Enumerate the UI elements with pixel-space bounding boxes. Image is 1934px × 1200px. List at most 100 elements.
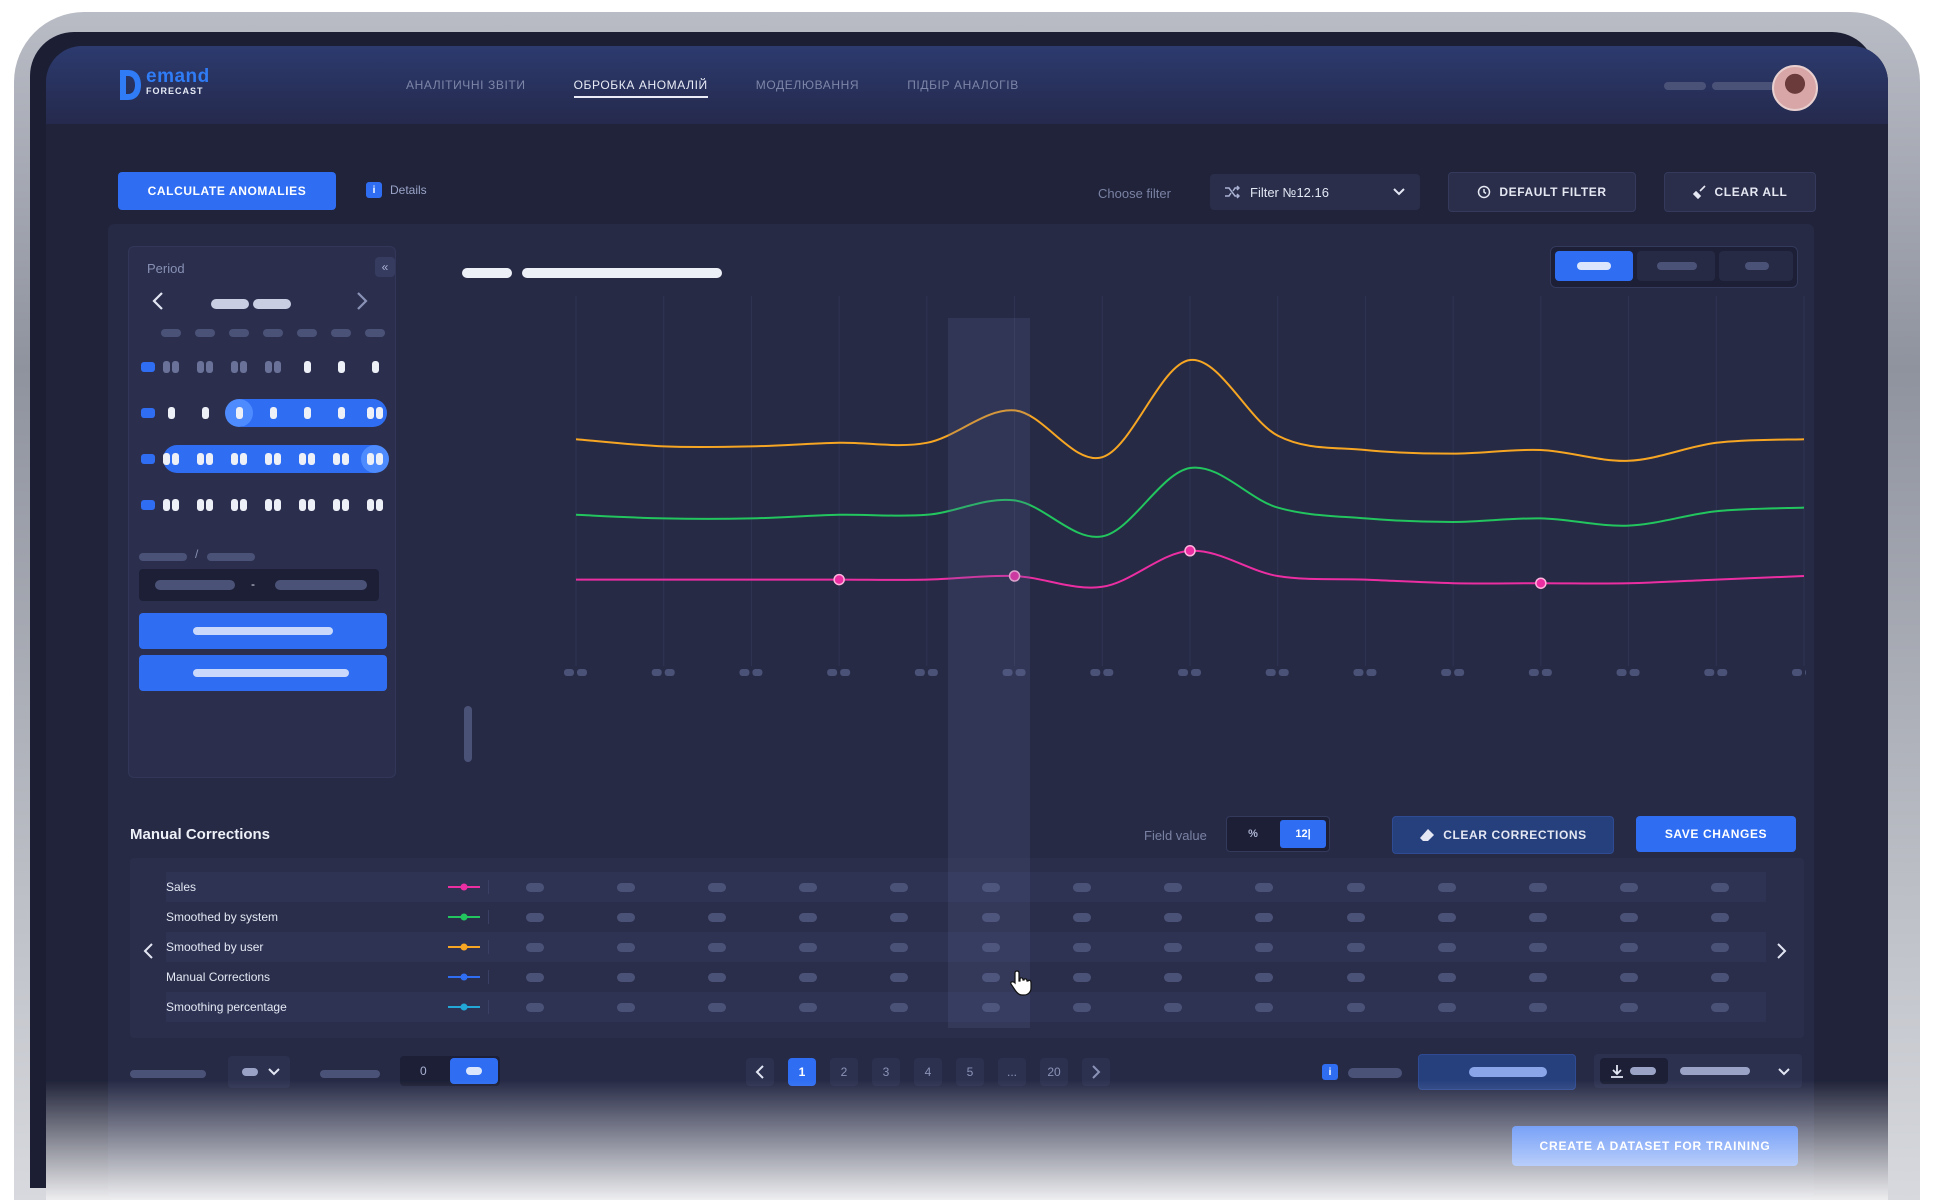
day-cell[interactable]: [163, 453, 170, 465]
period-option-3[interactable]: [1719, 251, 1793, 281]
day-cell[interactable]: [333, 453, 340, 465]
info-icon[interactable]: i: [1322, 1064, 1338, 1080]
table-cell[interactable]: [763, 912, 854, 922]
page-button-5[interactable]: 5: [956, 1058, 984, 1086]
day-cell[interactable]: [308, 499, 315, 511]
day-cell[interactable]: [342, 453, 349, 465]
day-cell[interactable]: [367, 453, 374, 465]
prev-month-icon[interactable]: [151, 291, 165, 311]
filter-select[interactable]: Filter №12.16: [1210, 174, 1420, 210]
chart-period-toggle[interactable]: [1550, 246, 1798, 288]
day-cell[interactable]: [206, 499, 213, 511]
table-row-manual-corrections[interactable]: Manual Corrections: [166, 962, 1766, 992]
table-cell[interactable]: [945, 972, 1036, 982]
series-line-0[interactable]: [575, 358, 1805, 462]
table-cell[interactable]: [1310, 882, 1401, 892]
collapse-icon[interactable]: «: [375, 257, 395, 277]
day-cell[interactable]: [240, 453, 247, 465]
page-button-4[interactable]: 4: [914, 1058, 942, 1086]
table-cell[interactable]: [1492, 882, 1583, 892]
calendar-grid[interactable]: [129, 317, 395, 557]
calculate-anomalies-button[interactable]: CALCULATE ANOMALIES: [118, 172, 336, 210]
table-cell[interactable]: [1492, 912, 1583, 922]
table-cell[interactable]: [671, 912, 762, 922]
table-cell[interactable]: [1675, 972, 1766, 982]
table-cell[interactable]: [945, 942, 1036, 952]
date-range-input[interactable]: -: [139, 569, 379, 601]
table-cell[interactable]: [489, 912, 580, 922]
table-cell[interactable]: [1036, 1002, 1127, 1012]
day-cell[interactable]: [240, 499, 247, 511]
table-cell[interactable]: [1584, 942, 1675, 952]
line-chart[interactable]: [446, 246, 1806, 826]
table-cell[interactable]: [489, 942, 580, 952]
table-cell[interactable]: [1219, 912, 1310, 922]
rows-per-page-select[interactable]: [228, 1056, 290, 1088]
day-cell[interactable]: [168, 407, 175, 419]
table-row-sales[interactable]: Sales: [166, 872, 1766, 902]
anomaly-point[interactable]: [1184, 545, 1196, 557]
day-cell[interactable]: [197, 453, 204, 465]
day-cell[interactable]: [372, 361, 379, 373]
anomaly-point[interactable]: [1535, 577, 1547, 589]
nav-analytic-reports[interactable]: АНАЛІТИЧНІ ЗВІТИ: [406, 78, 526, 92]
day-cell[interactable]: [265, 361, 272, 373]
day-cell[interactable]: [202, 407, 209, 419]
table-cell[interactable]: [1310, 942, 1401, 952]
day-cell[interactable]: [231, 453, 238, 465]
page-prev-icon[interactable]: [746, 1058, 774, 1086]
field-opt-percent[interactable]: %: [1248, 828, 1258, 840]
table-cell[interactable]: [763, 942, 854, 952]
create-dataset-button[interactable]: CREATE A DATASET FOR TRAINING: [1512, 1126, 1798, 1166]
import-button[interactable]: [1418, 1054, 1576, 1090]
day-cell[interactable]: [172, 499, 179, 511]
table-cell[interactable]: [1128, 942, 1219, 952]
table-cell[interactable]: [945, 912, 1036, 922]
day-cell[interactable]: [342, 499, 349, 511]
day-cell[interactable]: [236, 407, 243, 419]
page-button-20[interactable]: 20: [1040, 1058, 1068, 1086]
table-cell[interactable]: [854, 912, 945, 922]
day-cell[interactable]: [299, 499, 306, 511]
field-opt-value[interactable]: 12|: [1280, 820, 1326, 848]
day-cell[interactable]: [299, 453, 306, 465]
table-cell[interactable]: [580, 972, 671, 982]
day-cell[interactable]: [367, 407, 374, 419]
table-cell[interactable]: [489, 972, 580, 982]
day-cell[interactable]: [274, 499, 281, 511]
table-cell[interactable]: [1675, 912, 1766, 922]
table-cell[interactable]: [1219, 1002, 1310, 1012]
page-button-1[interactable]: 1: [788, 1058, 816, 1086]
table-cell[interactable]: [1128, 882, 1219, 892]
day-cell[interactable]: [206, 361, 213, 373]
table-row-smoothing-percentage[interactable]: Smoothing percentage: [166, 992, 1766, 1022]
table-cell[interactable]: [763, 882, 854, 892]
default-filter-button[interactable]: DEFAULT FILTER: [1448, 172, 1636, 212]
day-cell[interactable]: [308, 453, 315, 465]
clear-corrections-button[interactable]: CLEAR CORRECTIONS: [1392, 816, 1614, 854]
apply-period-button[interactable]: [139, 613, 387, 649]
page-button-3[interactable]: 3: [872, 1058, 900, 1086]
table-cell[interactable]: [1584, 912, 1675, 922]
day-cell[interactable]: [172, 361, 179, 373]
series-line-1[interactable]: [575, 466, 1805, 538]
table-cell[interactable]: [945, 882, 1036, 892]
table-cell[interactable]: [1401, 912, 1492, 922]
table-cell[interactable]: [1128, 1002, 1219, 1012]
table-cell[interactable]: [1310, 972, 1401, 982]
table-cell[interactable]: [580, 912, 671, 922]
period-option-2[interactable]: [1637, 251, 1715, 281]
day-cell[interactable]: [163, 499, 170, 511]
page-button-2[interactable]: 2: [830, 1058, 858, 1086]
table-prev-icon[interactable]: [142, 942, 154, 960]
table-cell[interactable]: [580, 942, 671, 952]
day-cell[interactable]: [376, 453, 383, 465]
table-cell[interactable]: [854, 942, 945, 952]
day-cell[interactable]: [367, 499, 374, 511]
next-month-icon[interactable]: [355, 291, 369, 311]
table-cell[interactable]: [1584, 972, 1675, 982]
user-avatar[interactable]: [1772, 65, 1818, 111]
table-cell[interactable]: [1492, 972, 1583, 982]
table-cell[interactable]: [854, 972, 945, 982]
anomaly-point[interactable]: [833, 573, 845, 586]
